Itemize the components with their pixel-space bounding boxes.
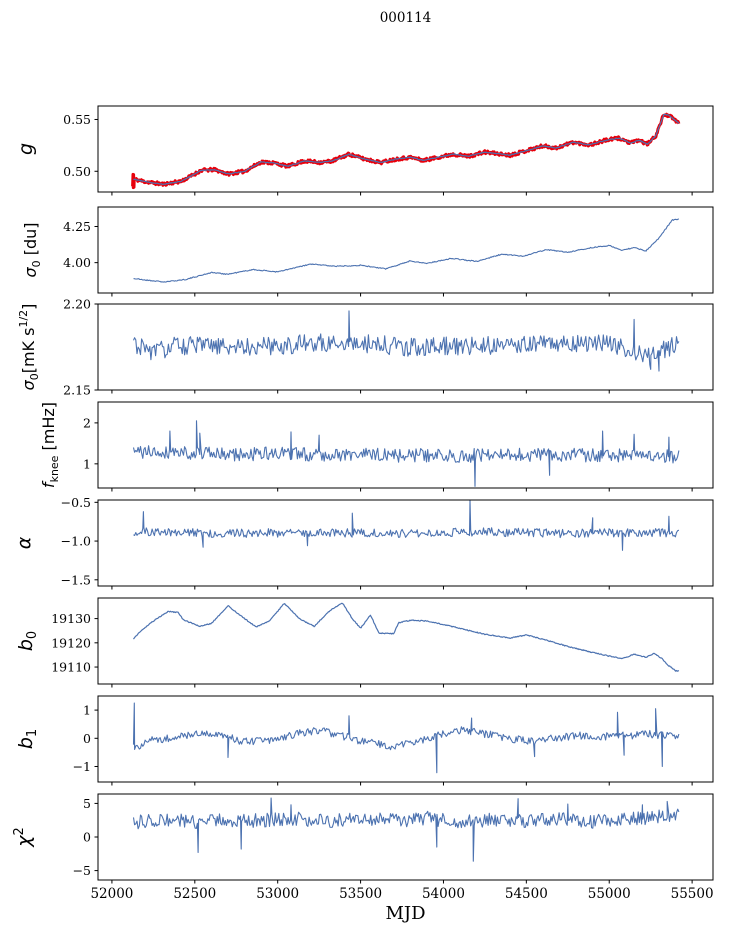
y-tick-label: 19120	[51, 635, 91, 650]
y-axis-label-b0: b0	[15, 631, 40, 651]
y-tick-label: 0	[83, 830, 91, 845]
panel-chi2: −5 0 5 52000 52500 53000 53500 54000 54500 55000 5…	[12, 793, 714, 902]
y-tick-label: 1	[83, 456, 91, 471]
y-tick-label: 5	[83, 796, 91, 811]
sigma0-mK-line	[132, 310, 680, 372]
y-tick-label: 19130	[51, 611, 91, 626]
panel-border-alpha	[97, 499, 714, 587]
b1-line	[132, 702, 680, 774]
y-tick-label: −1	[73, 759, 91, 774]
panel-fknee: 1 2 fknee [mHz]	[39, 401, 714, 492]
x-tick-label: 54000	[422, 886, 465, 902]
panel-b0: 19110 19120 19130 b0	[15, 597, 714, 688]
panel-alpha: −1.5 −1.0 −0.5 α	[13, 495, 714, 590]
figure-title: 000114	[379, 10, 432, 26]
y-tick-label: −1.0	[61, 534, 91, 549]
b0-line	[133, 602, 680, 672]
y-axis-label-alpha: α	[13, 536, 35, 549]
sigma0-du-line	[133, 218, 680, 283]
x-tick-label: 55500	[671, 886, 714, 902]
y-axis-label-sigma0-du: σ0 [du]	[21, 222, 43, 277]
x-tick-label: 52500	[173, 886, 216, 902]
g-data-red	[131, 112, 681, 190]
y-tick-label: 4.25	[63, 219, 91, 234]
y-tick-label: 0.50	[63, 164, 91, 179]
fknee-line	[132, 420, 680, 487]
y-axis-label-g: g	[15, 143, 37, 155]
panel-sigma0-du: 4.00 4.25 σ0 [du]	[21, 206, 714, 297]
x-tick-label: 54500	[505, 886, 548, 902]
x-axis-label: MJD	[385, 903, 426, 924]
y-tick-label: −5	[73, 863, 91, 878]
x-tick-label: 53500	[339, 886, 382, 902]
panel-border-b1	[97, 695, 714, 783]
x-tick-label: 53000	[256, 886, 299, 902]
chi2-line	[132, 797, 680, 862]
y-tick-label: −1.5	[61, 572, 91, 587]
x-tick-label: 55000	[588, 886, 631, 902]
y-tick-label: 2.20	[63, 297, 91, 312]
y-tick-label: 4.00	[63, 255, 91, 270]
y-tick-label: 2	[83, 415, 91, 430]
panel-border-sigma0-du	[97, 206, 714, 294]
panel-border-sigma0-mK	[97, 303, 714, 391]
panel-border-g	[97, 105, 714, 193]
panel-border-b0	[97, 597, 714, 685]
panel-border-chi2	[97, 793, 714, 881]
y-tick-label: 2.15	[63, 383, 91, 398]
panel-g: 0.50 0.55 g	[15, 105, 714, 196]
g-model-blue	[133, 113, 680, 186]
panel-sigma0-mK: 2.15 2.20 σ0[mK s1/2]	[17, 297, 714, 398]
y-axis-label-b1: b1	[15, 729, 40, 749]
y-tick-label: 0	[83, 731, 91, 746]
y-tick-label: 0.55	[63, 112, 91, 127]
x-tick-label: 52000	[90, 886, 133, 902]
y-axis-label-chi2: χ2	[12, 827, 35, 848]
y-axis-label-fknee: fknee [mHz]	[39, 402, 61, 488]
alpha-line	[133, 500, 680, 551]
y-tick-label: 19110	[51, 660, 91, 675]
y-axis-label-sigma0-mK: σ0[mK s1/2]	[17, 304, 41, 391]
y-tick-label: −0.5	[61, 495, 91, 510]
panel-border-fknee	[97, 401, 714, 489]
panel-b1: −1 0 1 b1	[15, 695, 714, 786]
y-tick-label: 1	[83, 703, 91, 718]
